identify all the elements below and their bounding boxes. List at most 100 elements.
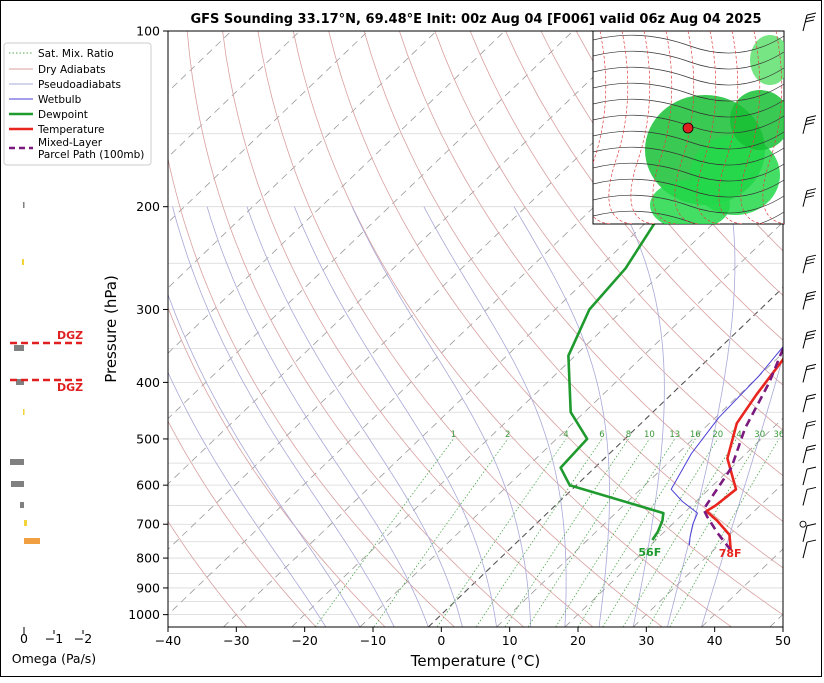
mixing-ratio-line [476, 439, 602, 627]
legend-entry: Mixed-Layer [38, 137, 103, 149]
chart-title: GFS Sounding 33.17°N, 69.48°E Init: 00z … [190, 12, 761, 27]
wind-barb-flag [807, 524, 816, 526]
wind-barb-flag [807, 255, 816, 257]
wind-barb-staff [803, 293, 807, 309]
wind-barb-staff [803, 423, 807, 439]
mixing-ratio-label: 16 [690, 430, 701, 440]
x-tick-label: 20 [570, 633, 586, 648]
omega-bar [24, 538, 40, 544]
legend-entry: Wetbulb [38, 94, 82, 106]
omega-bar [23, 409, 25, 415]
pseudoadiabat-line [667, 207, 735, 627]
x-tick-label: −20 [291, 633, 317, 648]
wind-barb-flag [807, 189, 816, 191]
omega-axis-label: Omega (Pa/s) [12, 651, 96, 666]
pseudoadiabat-line [207, 207, 428, 627]
wind-barb-flag [807, 421, 816, 423]
wind-barb-staff [803, 542, 807, 558]
wind-barb-flag [807, 394, 816, 396]
wind-barb-flag [806, 368, 815, 370]
wind-barb-flag [806, 17, 815, 19]
x-tick-label: −10 [360, 633, 386, 648]
wind-barb-staff [803, 447, 807, 463]
mixing-ratio-line [649, 439, 760, 627]
mixing-ratio-line [603, 439, 718, 627]
y-tick-label: 600 [136, 478, 160, 493]
omega-tick-label: −1 [45, 631, 63, 646]
wind-barbs [800, 13, 816, 558]
legend-entry: Dry Adiabats [38, 64, 106, 76]
pseudoadiabat-line [294, 207, 496, 627]
wind-barb-staff [803, 118, 807, 134]
mixing-ratio-label: 1 [451, 430, 456, 440]
x-tick-label: 50 [775, 633, 791, 648]
legend-entry: Temperature [37, 124, 105, 136]
mixing-ratio-label: 30 [754, 430, 765, 440]
wind-barb-flag [805, 338, 814, 340]
wind-barb-flag [805, 262, 814, 264]
y-tick-label: 1000 [128, 607, 160, 622]
wind-barb-flag [806, 192, 815, 194]
wind-barb-flag [807, 13, 816, 15]
wind-barb-flag [807, 445, 816, 447]
wind-barb-staff [803, 489, 807, 505]
pseudoadiabat-line [247, 207, 462, 627]
wind-barb-staff [803, 191, 807, 207]
wind-barb-flag [807, 540, 816, 542]
dgz-label: DGZ [57, 329, 83, 342]
omega-tick-label: 0 [20, 631, 28, 646]
legend-entry: Dewpoint [38, 109, 88, 121]
x-axis-label: Temperature (°C) [410, 652, 540, 670]
wind-barb-flag [806, 398, 815, 400]
y-tick-label: 500 [136, 431, 160, 446]
calm-wind-marker [800, 521, 806, 527]
omega-bar [24, 520, 27, 526]
x-tick-label: 10 [502, 633, 518, 648]
wind-barb-flag [805, 196, 814, 198]
wind-barb-staff [803, 469, 807, 485]
wind-barb-flag [805, 123, 814, 125]
mixing-ratio-line [437, 439, 566, 627]
x-tick-label: 30 [638, 633, 654, 648]
wind-barb-flag [805, 20, 814, 22]
wind-barb-flag [807, 291, 816, 293]
wind-barb-staff [803, 333, 807, 349]
mixing-ratio-line [670, 439, 779, 627]
omega-bar [23, 202, 25, 208]
wind-barb-flag [807, 467, 816, 469]
surface-dewpoint-label: 56F [638, 546, 661, 559]
location-marker [683, 123, 693, 133]
wind-barb-flag [806, 259, 815, 261]
y-tick-label: 200 [136, 199, 160, 214]
wind-barb-flag [807, 331, 816, 333]
precip-area [650, 180, 730, 230]
mixing-ratio-label: 10 [644, 430, 655, 440]
omega-bar [20, 502, 24, 508]
surface-temperature-label: 78F [719, 547, 742, 560]
omega-bar [22, 259, 24, 265]
pseudoadiabat-line [424, 207, 566, 627]
wind-barb-flag [806, 119, 815, 121]
wind-barb-staff [803, 396, 807, 412]
mixing-ratio-line [505, 439, 628, 627]
wind-barb-flag [807, 364, 816, 366]
x-tick-label: 40 [707, 633, 723, 648]
wind-barb-flag [806, 449, 815, 451]
mixing-ratio-line [623, 439, 736, 627]
wind-barb-flag [806, 424, 815, 426]
y-tick-label: 400 [136, 375, 160, 390]
x-tick-label: −30 [223, 633, 249, 648]
y-tick-label: 700 [136, 517, 160, 532]
y-tick-label: 800 [136, 551, 160, 566]
wind-barb-staff [803, 257, 807, 273]
dgz-label: DGZ [57, 381, 83, 394]
mixing-ratio-label: 6 [599, 430, 604, 440]
mixing-ratio-label: 20 [712, 430, 723, 440]
y-tick-label: 900 [136, 580, 160, 595]
x-tick-label: −40 [155, 633, 181, 648]
y-tick-label: 300 [136, 302, 160, 317]
